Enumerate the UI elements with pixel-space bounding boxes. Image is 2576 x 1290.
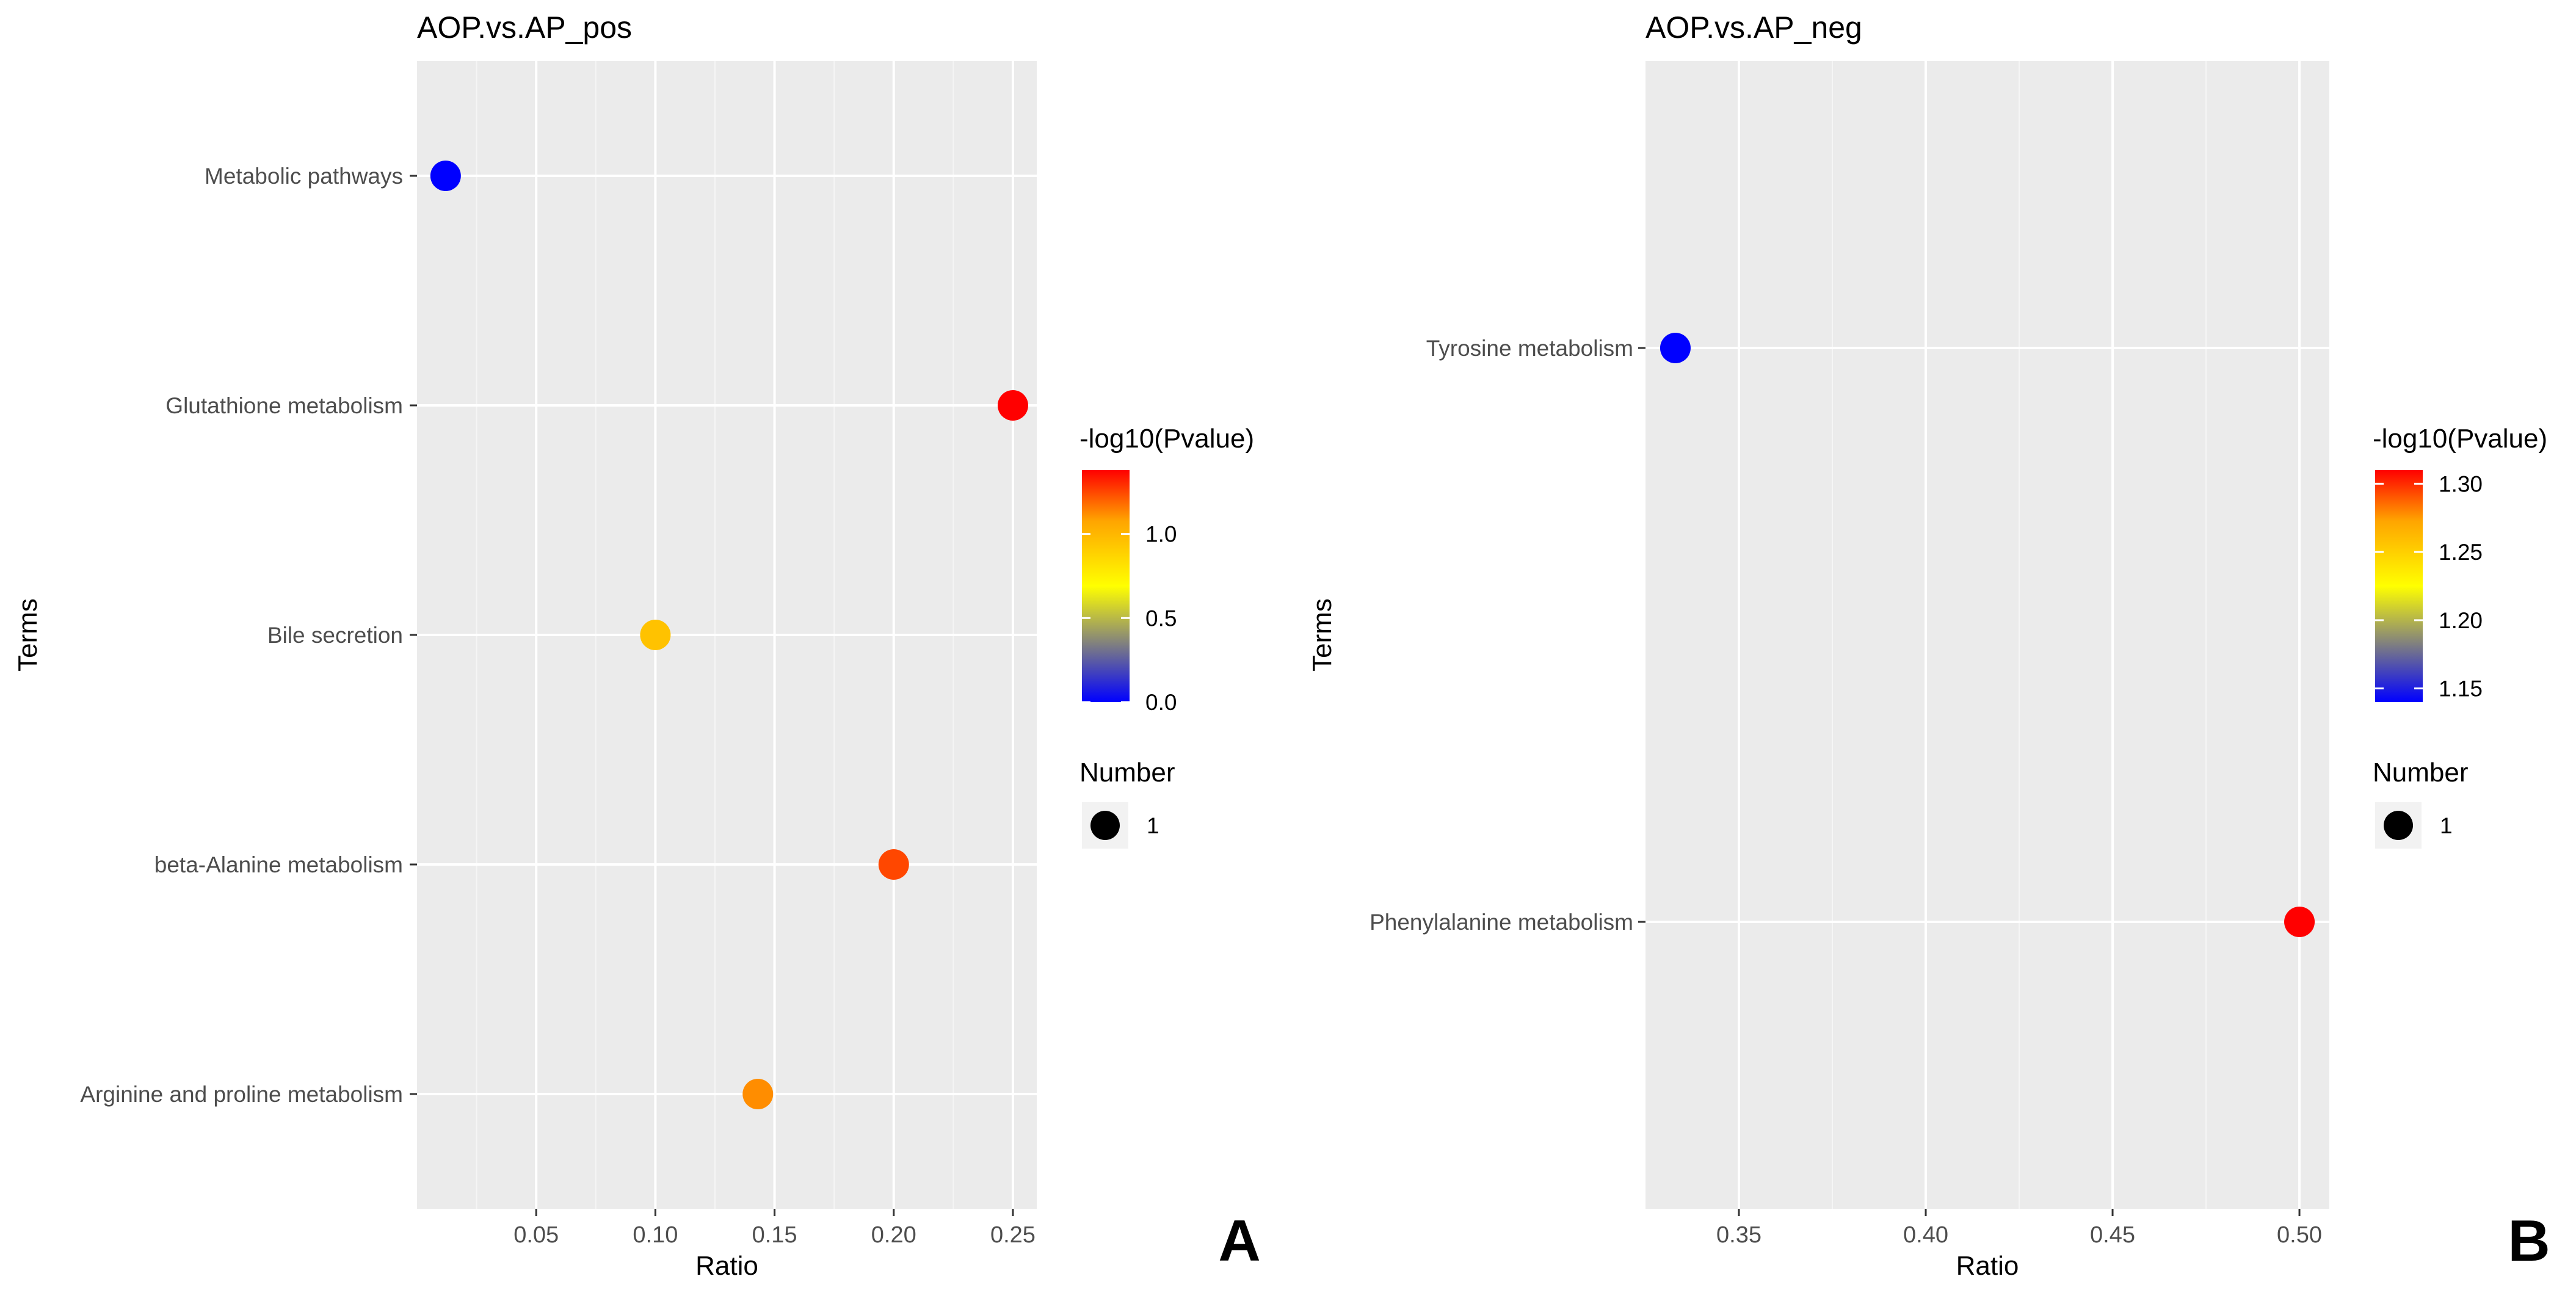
term-label: Metabolic pathways: [205, 164, 403, 189]
y-axis-title: Terms: [13, 598, 43, 672]
data-point: [430, 161, 461, 191]
size-legend-label: 1: [2440, 813, 2453, 838]
data-point: [2284, 907, 2315, 937]
term-label: Glutathione metabolism: [165, 393, 403, 418]
x-axis-title: Ratio: [695, 1251, 758, 1281]
color-bar: [1082, 470, 1130, 702]
x-tick-label: 0.35: [1716, 1222, 1761, 1248]
size-legend-dot: [1090, 811, 1120, 840]
plot-background: [1645, 61, 2329, 1209]
x-tick-label: 0.50: [2277, 1222, 2322, 1248]
x-tick-label: 0.40: [1903, 1222, 1948, 1248]
color-bar: [2375, 470, 2423, 702]
color-bar-label: 1.25: [2439, 540, 2483, 565]
color-bar-label: 1.20: [2439, 608, 2483, 633]
size-legend-title: Number: [2373, 758, 2469, 788]
size-legend-label: 1: [1147, 813, 1159, 838]
panel-b: 0.35 0.40 0.45 0.50 Tyrosine metabolism Pheny…: [1307, 10, 2550, 1281]
size-legend-title: Number: [1079, 758, 1175, 788]
color-bar-label: 1.30: [2439, 471, 2483, 496]
term-label: beta-Alanine metabolism: [154, 852, 403, 877]
data-point: [1660, 333, 1691, 363]
x-tick-label: 0.45: [2090, 1222, 2135, 1248]
color-bar-label: 0.0: [1145, 690, 1177, 715]
size-legend-dot: [2384, 811, 2413, 840]
chart-title: AOP.vs.AP_pos: [417, 10, 632, 45]
data-point: [878, 849, 909, 880]
panel-a: 0.05 0.10 0.15 0.20 0.25 Metabolic pathways Gl…: [13, 10, 1261, 1281]
data-point: [742, 1079, 774, 1109]
data-point: [997, 390, 1028, 421]
x-tick-label: 0.25: [990, 1222, 1036, 1248]
term-label: Tyrosine metabolism: [1426, 336, 1633, 361]
x-tick-label: 0.10: [633, 1222, 678, 1248]
x-tick-label: 0.15: [752, 1222, 797, 1248]
x-tick-label: 0.05: [513, 1222, 559, 1248]
x-tick-label: 0.20: [871, 1222, 916, 1248]
color-bar-label: 0.5: [1145, 606, 1177, 631]
x-axis-title: Ratio: [1956, 1251, 2019, 1281]
panel-letter: B: [2508, 1208, 2550, 1274]
y-axis-title: Terms: [1307, 598, 1337, 672]
term-label: Arginine and proline metabolism: [80, 1082, 403, 1107]
data-point: [640, 620, 671, 650]
panel-letter: A: [1218, 1208, 1260, 1274]
term-label: Phenylalanine metabolism: [1370, 910, 1633, 935]
color-legend-title: -log10(Pvalue): [2373, 424, 2547, 454]
chart-title: AOP.vs.AP_neg: [1645, 10, 1862, 45]
color-legend-title: -log10(Pvalue): [1079, 424, 1254, 454]
color-bar-label: 1.0: [1145, 522, 1177, 547]
term-label: Bile secretion: [267, 623, 403, 648]
color-bar-label: 1.15: [2439, 676, 2483, 701]
